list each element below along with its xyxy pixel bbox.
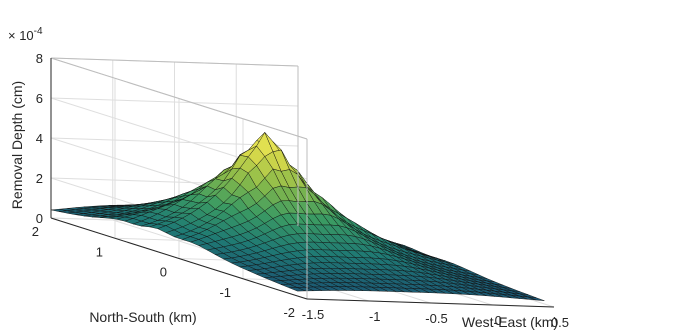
z-tick-label: 4 bbox=[36, 131, 43, 146]
axes-lines bbox=[50, 57, 555, 308]
x-tick-label: 0.5 bbox=[551, 315, 569, 330]
y-tick-label: 1 bbox=[96, 244, 103, 259]
z-exponent-label: × 10-4 bbox=[8, 26, 43, 43]
box-edge bbox=[50, 57, 308, 140]
z-tick-label: 6 bbox=[36, 91, 43, 106]
x-tick-label: -1.5 bbox=[302, 307, 324, 322]
box-edge bbox=[50, 57, 299, 67]
z-tick-label: 8 bbox=[36, 51, 43, 66]
grid-line bbox=[50, 97, 299, 107]
x-axis-label: West-East (km) bbox=[462, 314, 558, 330]
y-tick-label: -1 bbox=[219, 285, 231, 300]
y-tick-label: 0 bbox=[160, 265, 167, 280]
z-tick-label: 2 bbox=[36, 171, 43, 186]
y-axis-line bbox=[50, 217, 308, 300]
x-tick-label: -0.5 bbox=[425, 311, 447, 326]
z-axis-label: Removal Depth (cm) bbox=[9, 81, 25, 209]
z-tick-label: 0 bbox=[36, 211, 43, 226]
y-axis-label: North-South (km) bbox=[89, 309, 196, 325]
surface-patch bbox=[527, 296, 545, 301]
surface-mesh bbox=[50, 131, 545, 301]
y-tick-label: 2 bbox=[32, 224, 39, 239]
x-tick-label: -1 bbox=[369, 309, 381, 324]
y-tick-label: -2 bbox=[283, 305, 295, 320]
x-axis-line bbox=[306, 298, 555, 308]
x-tick-label: 0 bbox=[495, 313, 502, 328]
